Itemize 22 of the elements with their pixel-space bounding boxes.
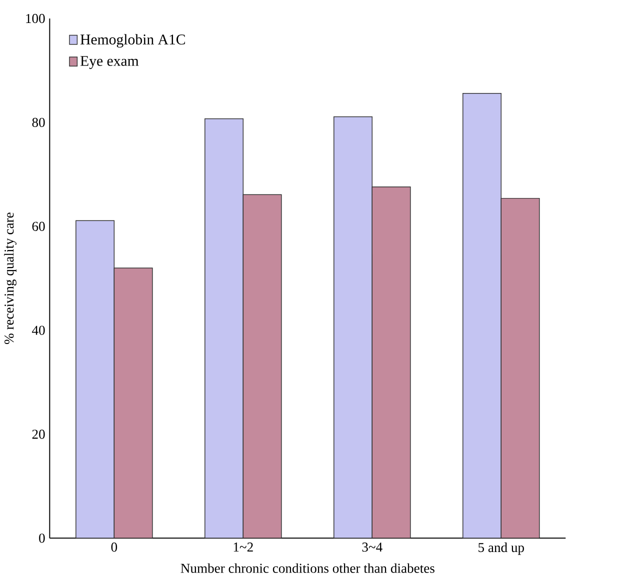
legend-label: Eye exam	[80, 56, 139, 69]
x-tick-label: 1~2	[234, 542, 253, 552]
legend-label: Hemoglobin A1C	[80, 34, 185, 48]
bar	[204, 118, 244, 538]
x-tick-label: 5 and up	[478, 542, 524, 555]
y-tick-label: 80	[32, 118, 45, 127]
x-tick-label: 3~4	[362, 542, 382, 552]
bar	[462, 92, 502, 538]
bar	[76, 220, 115, 538]
y-tick-label: 60	[32, 222, 45, 231]
y-tick-label: 40	[32, 326, 45, 335]
x-axis-title: Number chronic conditions other than diabetes	[180, 563, 434, 573]
y-tick-label: 20	[32, 429, 45, 439]
y-axis-title: % receiving quality care	[4, 212, 16, 344]
bar	[114, 267, 153, 538]
bar	[372, 186, 411, 538]
bar	[242, 194, 282, 538]
bar	[500, 198, 540, 538]
x-tick-label: 0	[111, 542, 118, 552]
y-tick-label: 0	[39, 533, 45, 543]
bar	[334, 116, 373, 538]
y-tick-label: 100	[26, 14, 45, 23]
